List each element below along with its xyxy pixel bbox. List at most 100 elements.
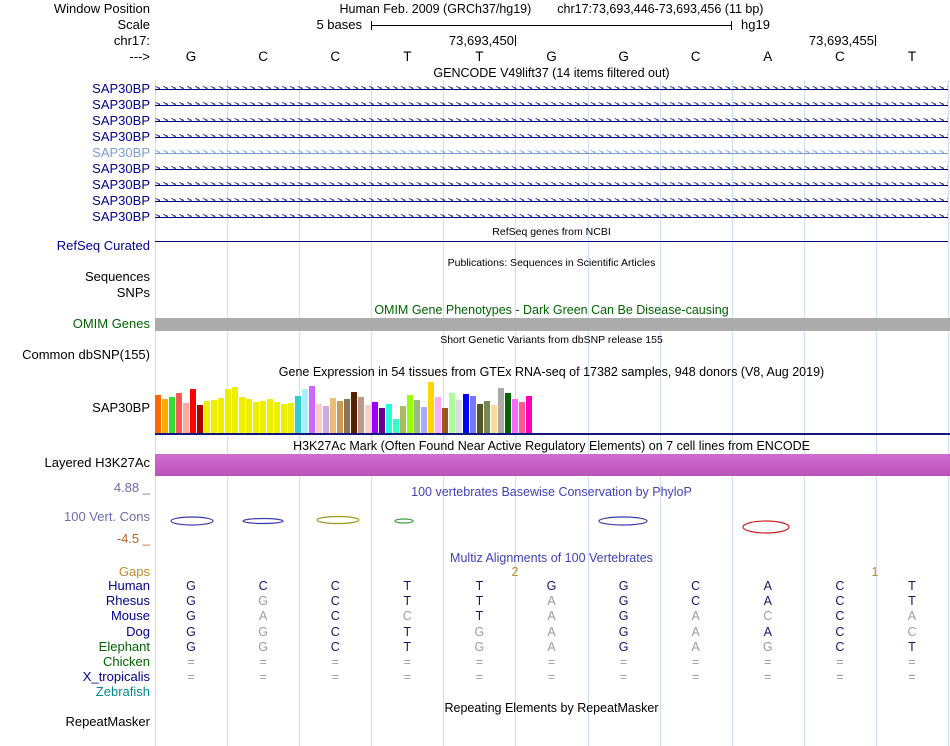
gencode-gene-label[interactable]: SAP30BP bbox=[92, 97, 150, 112]
gencode-gene-label[interactable]: SAP30BP bbox=[92, 209, 150, 224]
gtex-tissue-bar[interactable] bbox=[169, 397, 175, 433]
gtex-tissue-bar[interactable] bbox=[498, 388, 504, 433]
gencode-transcript[interactable]: >>>>>>>>>>>>>>>>>>>>>>>>>>>>>>>>>>>>>>>>… bbox=[155, 129, 948, 145]
alignment-base: G bbox=[258, 594, 268, 608]
gencode-gene-label[interactable]: SAP30BP bbox=[92, 113, 150, 128]
gtex-tissue-bar[interactable] bbox=[519, 402, 525, 433]
conservation-min-label: -4.5 _ bbox=[116, 531, 150, 546]
gtex-tissue-bar[interactable] bbox=[512, 399, 518, 433]
refseq-curated-track[interactable] bbox=[155, 241, 948, 242]
gencode-transcript[interactable]: >>>>>>>>>>>>>>>>>>>>>>>>>>>>>>>>>>>>>>>>… bbox=[155, 145, 948, 161]
gtex-tissue-bar[interactable] bbox=[386, 404, 392, 433]
gencode-gene-label[interactable]: SAP30BP bbox=[92, 129, 150, 144]
omim-genes-track[interactable] bbox=[155, 318, 950, 331]
gtex-tissue-bar[interactable] bbox=[274, 402, 280, 433]
species-label-human[interactable]: Human bbox=[108, 578, 150, 593]
gtex-tissue-bar[interactable] bbox=[421, 407, 427, 433]
gtex-tissue-bar[interactable] bbox=[344, 399, 350, 433]
gtex-tissue-bar[interactable] bbox=[337, 401, 343, 433]
gtex-tissue-bar[interactable] bbox=[190, 389, 196, 433]
gtex-tissue-bar[interactable] bbox=[477, 404, 483, 433]
gtex-tissue-bar[interactable] bbox=[372, 402, 378, 433]
gtex-tissue-bar[interactable] bbox=[183, 403, 189, 433]
conservation-label[interactable]: 100 Vert. Cons bbox=[64, 509, 150, 524]
gtex-tissue-bar[interactable] bbox=[211, 400, 217, 433]
gtex-tissue-bar[interactable] bbox=[393, 419, 399, 433]
gtex-tissue-bar[interactable] bbox=[225, 389, 231, 433]
gtex-tissue-bar[interactable] bbox=[400, 406, 406, 433]
gtex-tissue-bar[interactable] bbox=[302, 389, 308, 433]
gtex-tissue-bar[interactable] bbox=[232, 387, 238, 433]
gtex-tissue-bar[interactable] bbox=[470, 396, 476, 433]
repeatmasker-label[interactable]: RepeatMasker bbox=[65, 714, 150, 729]
gtex-tissue-bar[interactable] bbox=[267, 399, 273, 433]
dbsnp-label[interactable]: Common dbSNP(155) bbox=[22, 347, 150, 362]
alignment-base: T bbox=[403, 640, 412, 654]
gtex-tissue-bar[interactable] bbox=[330, 398, 336, 433]
gencode-transcript[interactable]: >>>>>>>>>>>>>>>>>>>>>>>>>>>>>>>>>>>>>>>>… bbox=[155, 161, 948, 177]
gtex-tissue-bar[interactable] bbox=[358, 397, 364, 433]
gtex-tissue-bar[interactable] bbox=[295, 396, 301, 433]
gtex-tissue-bar[interactable] bbox=[281, 404, 287, 433]
gtex-tissue-bar[interactable] bbox=[197, 405, 203, 433]
gtex-tissue-bar[interactable] bbox=[491, 405, 497, 433]
snps-label[interactable]: SNPs bbox=[116, 285, 150, 300]
gtex-tissue-bar[interactable] bbox=[323, 406, 329, 433]
gtex-tissue-bar[interactable] bbox=[246, 399, 252, 433]
gencode-transcript[interactable]: >>>>>>>>>>>>>>>>>>>>>>>>>>>>>>>>>>>>>>>>… bbox=[155, 209, 948, 225]
h3k27ac-label[interactable]: Layered H3K27Ac bbox=[44, 455, 150, 470]
gtex-tissue-bar[interactable] bbox=[456, 400, 462, 433]
species-label-x-tropicalis[interactable]: X_tropicalis bbox=[82, 669, 150, 684]
omim-genes-label[interactable]: OMIM Genes bbox=[72, 316, 150, 331]
gencode-transcript[interactable]: >>>>>>>>>>>>>>>>>>>>>>>>>>>>>>>>>>>>>>>>… bbox=[155, 97, 948, 113]
species-label-dog[interactable]: Dog bbox=[126, 624, 150, 639]
gtex-tissue-bar[interactable] bbox=[407, 395, 413, 433]
gtex-tissue-bar[interactable] bbox=[288, 403, 294, 433]
gencode-transcript[interactable]: >>>>>>>>>>>>>>>>>>>>>>>>>>>>>>>>>>>>>>>>… bbox=[155, 113, 948, 129]
species-label-rhesus[interactable]: Rhesus bbox=[105, 593, 150, 608]
gencode-transcript[interactable]: >>>>>>>>>>>>>>>>>>>>>>>>>>>>>>>>>>>>>>>>… bbox=[155, 193, 948, 209]
gencode-gene-label[interactable]: SAP30BP bbox=[92, 81, 150, 96]
species-label-elephant[interactable]: Elephant bbox=[98, 639, 150, 654]
gencode-gene-label[interactable]: SAP30BP bbox=[92, 177, 150, 192]
gtex-tissue-bar[interactable] bbox=[526, 396, 532, 433]
gtex-tissue-bar[interactable] bbox=[414, 400, 420, 433]
strand-arrows: >>>>>>>>>>>>>>>>>>>>>>>>>>>>>>>>>>>>>>>>… bbox=[155, 132, 948, 142]
gtex-tissue-bar[interactable] bbox=[239, 397, 245, 433]
species-label-mouse[interactable]: Mouse bbox=[110, 608, 150, 623]
gencode-transcript[interactable]: >>>>>>>>>>>>>>>>>>>>>>>>>>>>>>>>>>>>>>>>… bbox=[155, 177, 948, 193]
gtex-tissue-bar[interactable] bbox=[435, 397, 441, 433]
gtex-tissue-bar[interactable] bbox=[484, 401, 490, 433]
gtex-tissue-bar[interactable] bbox=[162, 399, 168, 433]
gtex-tissue-bar[interactable] bbox=[260, 401, 266, 433]
gtex-tissue-bar[interactable] bbox=[365, 405, 371, 433]
gtex-tissue-bar[interactable] bbox=[204, 401, 210, 433]
gencode-gene-label[interactable]: SAP30BP bbox=[92, 193, 150, 208]
species-label-zebrafish[interactable]: Zebrafish bbox=[95, 684, 150, 699]
gtex-tissue-bar[interactable] bbox=[253, 402, 259, 433]
alignment-base: T bbox=[908, 579, 916, 593]
gencode-gene-label[interactable]: SAP30BP bbox=[92, 145, 150, 160]
gtex-tissue-bar[interactable] bbox=[316, 404, 322, 433]
gencode-gene-label[interactable]: SAP30BP bbox=[92, 161, 150, 176]
gtex-tissue-bar[interactable] bbox=[218, 398, 224, 433]
gtex-tissue-bar[interactable] bbox=[449, 393, 455, 433]
gtex-tissue-bar[interactable] bbox=[379, 408, 385, 433]
alignment-base: C bbox=[330, 594, 340, 608]
h3k27ac-track[interactable] bbox=[155, 454, 950, 476]
gtex-tissue-bar[interactable] bbox=[309, 386, 315, 433]
gtex-tissue-bar[interactable] bbox=[442, 408, 448, 433]
species-label-chicken[interactable]: Chicken bbox=[103, 654, 150, 669]
sequences-label[interactable]: Sequences bbox=[84, 269, 150, 284]
gencode-transcript[interactable]: >>>>>>>>>>>>>>>>>>>>>>>>>>>>>>>>>>>>>>>>… bbox=[155, 81, 948, 97]
conservation-wiggle-track[interactable] bbox=[155, 498, 948, 546]
gtex-tissue-bar[interactable] bbox=[505, 393, 511, 433]
gtex-expression-chart[interactable] bbox=[155, 380, 948, 433]
gtex-tissue-bar[interactable] bbox=[176, 393, 182, 433]
gtex-tissue-bar[interactable] bbox=[351, 392, 357, 433]
gtex-tissue-bar[interactable] bbox=[463, 394, 469, 433]
refseq-curated-label[interactable]: RefSeq Curated bbox=[56, 238, 150, 253]
gtex-gene-label[interactable]: SAP30BP bbox=[92, 400, 150, 415]
gtex-tissue-bar[interactable] bbox=[428, 382, 434, 433]
gtex-tissue-bar[interactable] bbox=[155, 395, 161, 433]
